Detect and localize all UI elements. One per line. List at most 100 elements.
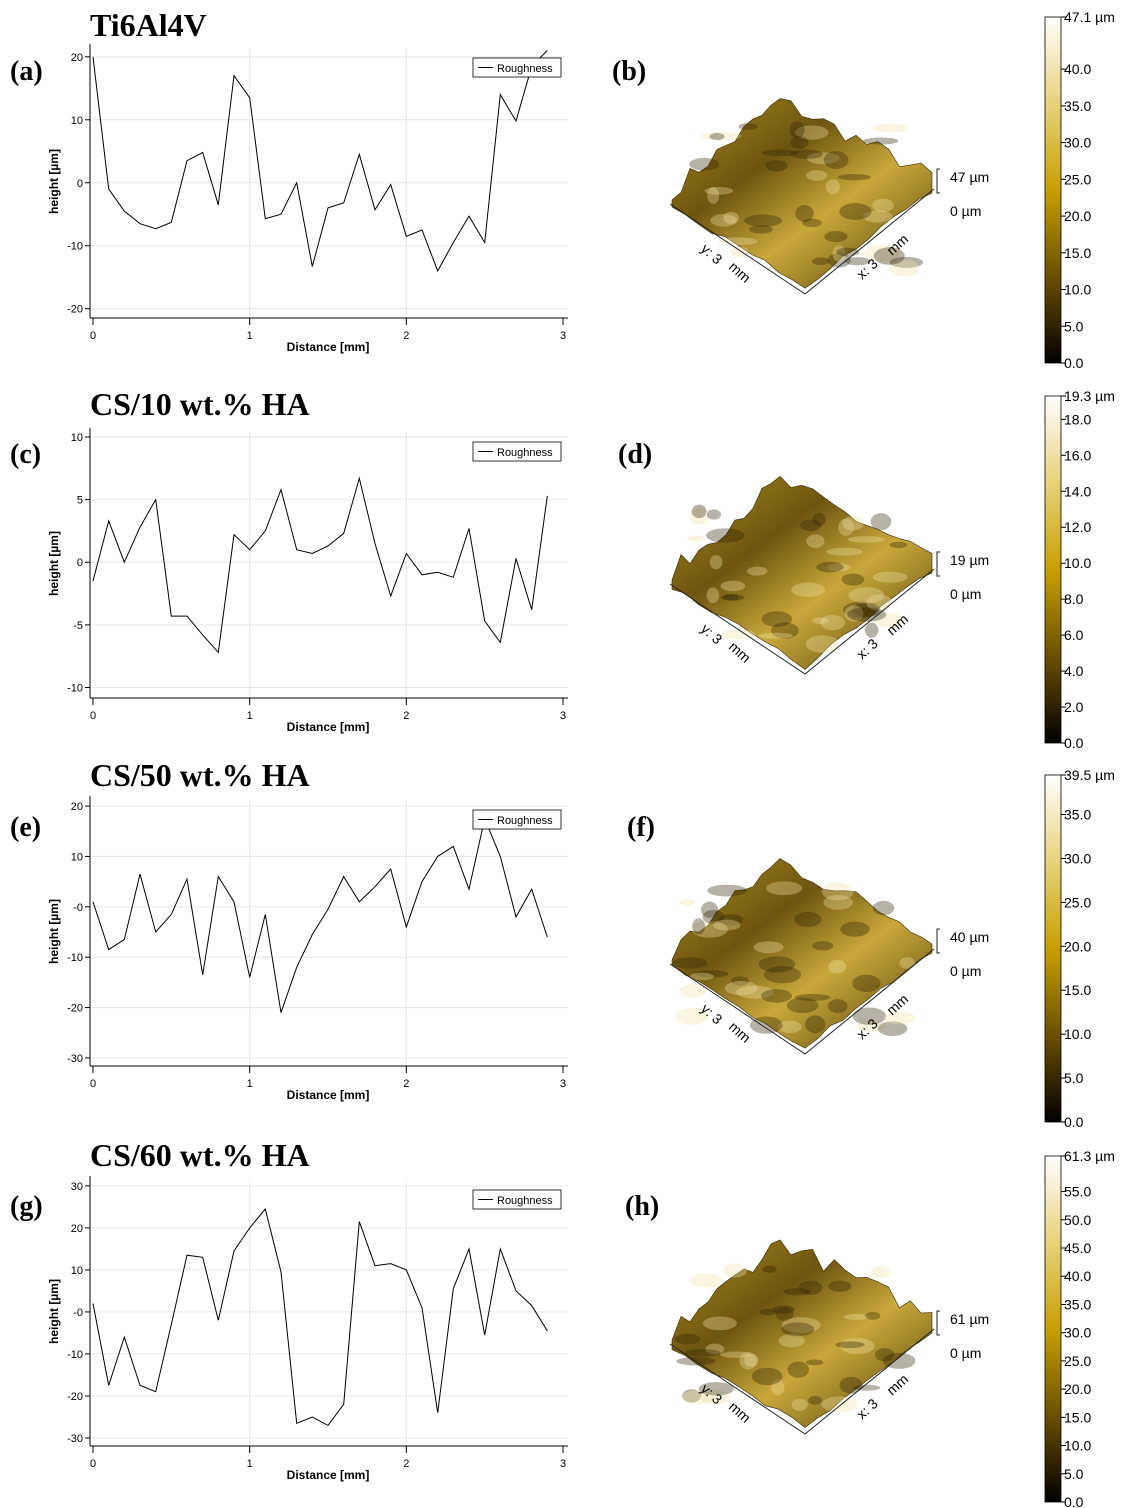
colorbar-tick-label: 40.0 <box>1064 1268 1091 1284</box>
x-tick-label: 3 <box>560 1458 566 1470</box>
colorbar-tick-label: 5.0 <box>1064 318 1084 334</box>
surface-relief <box>787 998 819 1013</box>
surface-relief <box>759 1309 777 1315</box>
surface-relief <box>806 1359 824 1365</box>
panel-label: (c) <box>10 439 41 470</box>
surface-relief <box>848 587 884 603</box>
colorbar-tick-label: 0.0 <box>1064 1494 1084 1508</box>
surface-relief <box>744 1354 758 1367</box>
panel-label: (a) <box>10 56 43 87</box>
surface-relief <box>766 160 788 171</box>
surface-relief <box>791 149 823 158</box>
x-tick-label: 3 <box>560 1078 566 1090</box>
z-min-label: 0 µm <box>950 586 981 602</box>
surface-relief <box>863 138 898 145</box>
surface-relief <box>826 179 840 194</box>
y-tick-label: 5 <box>77 495 83 507</box>
surface-relief <box>806 534 824 547</box>
surface-relief <box>738 123 757 130</box>
surface-relief <box>883 1012 915 1025</box>
surface-relief <box>706 528 745 542</box>
y-unit-label: mm <box>726 638 754 665</box>
colorbar-tick-label: 55.0 <box>1064 1184 1091 1200</box>
colorbar-tick-label: 19.3 µm <box>1064 388 1115 404</box>
x-tick-label: 0 <box>90 330 96 342</box>
surface-relief <box>688 535 705 541</box>
y-tick-label: -0 <box>73 1307 83 1319</box>
colorbar: 47.1 µm40.035.030.025.020.015.010.05.00.… <box>1045 9 1115 371</box>
data-line <box>93 51 547 271</box>
surface-relief <box>720 581 745 592</box>
surface-relief <box>722 1264 746 1278</box>
x-unit-label: mm <box>883 1371 911 1398</box>
data-line <box>93 1209 547 1425</box>
y-tick-label: 10 <box>71 432 83 444</box>
colorbar-tick-label: 10.0 <box>1064 555 1091 571</box>
surface-relief <box>680 899 694 906</box>
y-axis-label: y: 3 <box>698 1000 726 1027</box>
colorbar-tick-label: 0.0 <box>1064 1114 1084 1130</box>
colorbar-tick-label: 20.0 <box>1064 208 1091 224</box>
surface-relief <box>792 1399 808 1411</box>
surface-relief <box>875 1348 894 1361</box>
z-max-label: 61 µm <box>950 1311 989 1327</box>
surface-relief <box>752 1368 783 1385</box>
colorbar-tick-label: 15.0 <box>1064 982 1091 998</box>
surface-relief <box>840 922 869 937</box>
line-chart: CS/60 wt.% HA(g)302010-0-10-20-300123Dis… <box>10 1137 568 1482</box>
colorbar-tick-label: 30.0 <box>1064 1325 1091 1341</box>
y-tick-label: 10 <box>71 851 83 863</box>
data-line <box>93 478 547 652</box>
z-min-label: 0 µm <box>950 203 981 219</box>
y-tick-label: -10 <box>67 1349 83 1361</box>
surface-relief <box>822 883 854 901</box>
colorbar-tick-label: 35.0 <box>1064 98 1091 114</box>
y-axis-label: y: 3 <box>698 240 726 267</box>
surface-relief <box>808 1396 822 1405</box>
legend-label: Roughness <box>497 447 553 459</box>
surface-relief <box>871 1266 891 1278</box>
surface-relief <box>725 981 758 995</box>
colorbar-tick-label: 6.0 <box>1064 627 1084 643</box>
colorbar-tick-label: 10.0 <box>1064 1438 1091 1454</box>
colorbar-tick-label: 5.0 <box>1064 1070 1084 1086</box>
surface-relief <box>805 1015 825 1033</box>
panel-label: (h) <box>625 1191 659 1222</box>
surface-relief <box>828 999 848 1013</box>
y-axis-label: height [µm] <box>47 149 61 214</box>
colorbar-tick-label: 18.0 <box>1064 411 1091 427</box>
surface-relief <box>838 174 871 180</box>
surface-relief <box>675 1334 701 1345</box>
surface-relief <box>766 881 802 895</box>
y-tick-label: -30 <box>67 1053 83 1065</box>
z-max-label: 47 µm <box>950 169 989 185</box>
colorbar-bar <box>1045 1156 1061 1502</box>
surface-relief <box>842 574 865 586</box>
surface-relief <box>707 509 721 519</box>
surface-relief <box>759 956 796 972</box>
x-tick-label: 1 <box>247 1458 253 1470</box>
surface-relief <box>761 989 792 1003</box>
colorbar-tick-label: 12.0 <box>1064 519 1091 535</box>
y-tick-label: 20 <box>71 1223 83 1235</box>
surface-relief <box>816 562 843 573</box>
y-tick-label: 20 <box>71 52 83 64</box>
z-scale-bracket <box>937 552 940 576</box>
colorbar-tick-label: 10.0 <box>1064 282 1091 298</box>
surface-relief <box>839 203 871 220</box>
surface-relief <box>730 247 749 257</box>
y-tick-label: -20 <box>67 304 83 316</box>
surface-relief <box>800 520 821 532</box>
surface-relief <box>690 1273 722 1287</box>
colorbar-tick-label: 4.0 <box>1064 663 1084 679</box>
surface-relief <box>873 572 908 583</box>
colorbar-tick-label: 5.0 <box>1064 1466 1084 1482</box>
y-tick-label: 10 <box>71 115 83 127</box>
y-tick-label: -10 <box>67 682 83 694</box>
surface-relief <box>890 542 908 548</box>
surface-relief <box>710 133 725 140</box>
surface-relief <box>692 505 707 519</box>
panel-label: (f) <box>627 812 655 843</box>
x-tick-label: 0 <box>90 1078 96 1090</box>
surface-relief <box>826 548 862 556</box>
